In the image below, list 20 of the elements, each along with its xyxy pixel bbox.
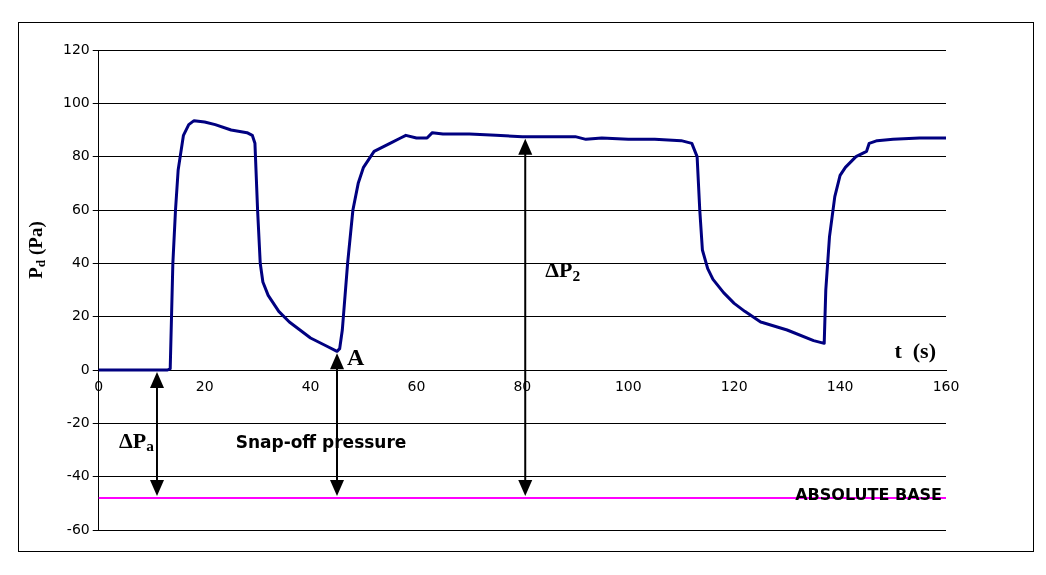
- y-tick-label: 120: [62, 40, 90, 57]
- y-tick-label: 0: [80, 360, 90, 377]
- x-tick-label: 160: [932, 378, 960, 395]
- y-axis-title: Pd (Pa): [24, 221, 48, 279]
- x-axis-title: t (s): [894, 338, 937, 363]
- x-tick-label: 40: [301, 378, 320, 395]
- y-tick-label: 80: [71, 147, 90, 164]
- y-tick-label: -20: [66, 413, 90, 430]
- annotation: A: [347, 343, 366, 370]
- x-tick-label: 100: [614, 378, 642, 395]
- x-tick-label: 20: [195, 378, 214, 395]
- y-tick-label: 60: [71, 200, 90, 217]
- y-tick-label: 40: [71, 253, 90, 270]
- x-tick-label: 120: [720, 378, 748, 395]
- y-tick-label: -40: [66, 467, 90, 484]
- y-tick-label: 20: [71, 307, 90, 324]
- y-tick-label: 100: [62, 93, 90, 110]
- x-tick-label: 60: [407, 378, 426, 395]
- y-tick-label: -60: [66, 520, 90, 537]
- x-tick-label: 140: [826, 378, 854, 395]
